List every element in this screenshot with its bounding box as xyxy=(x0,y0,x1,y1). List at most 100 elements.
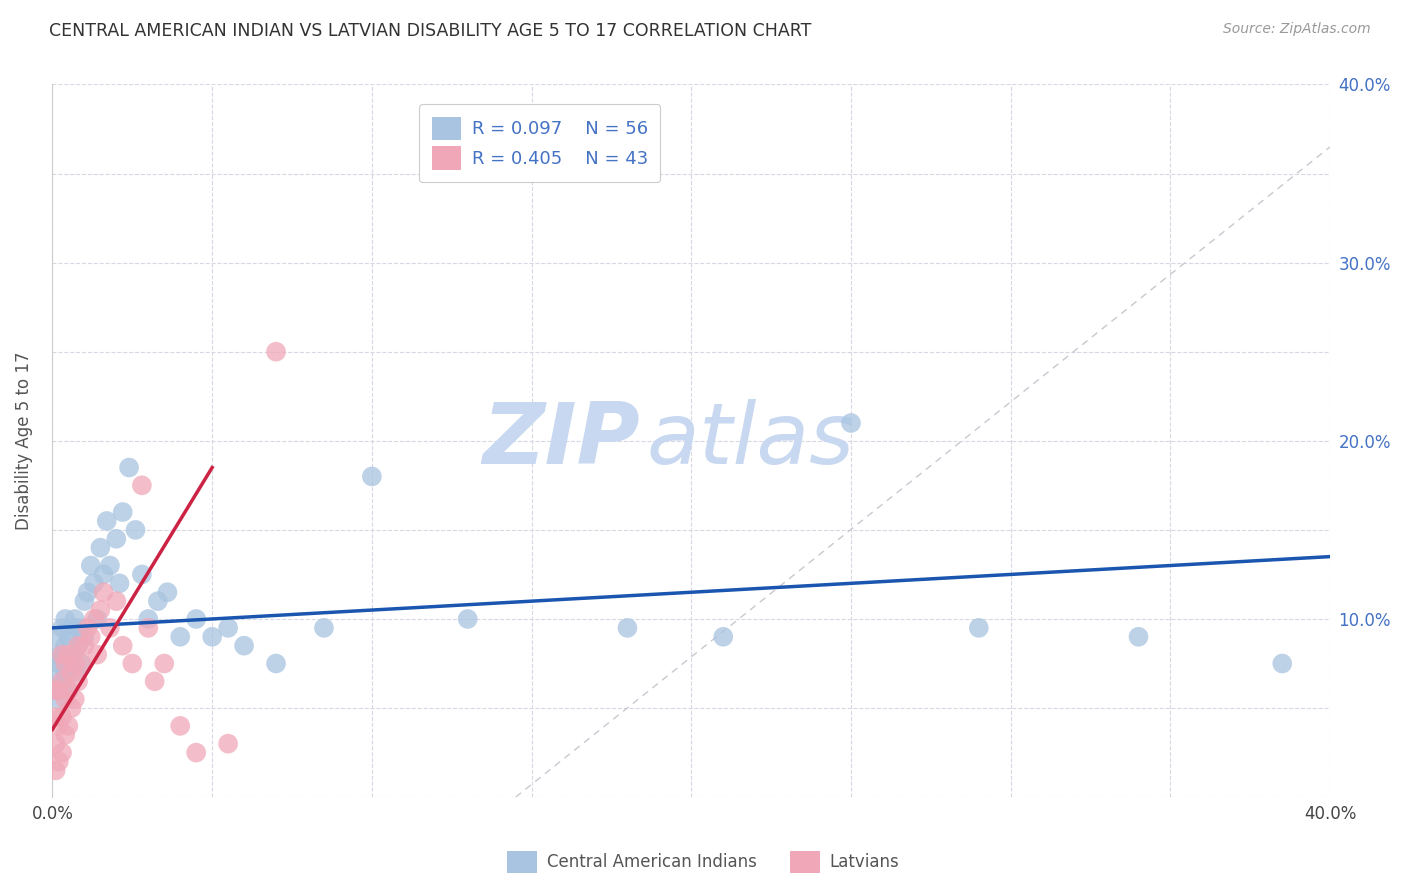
Point xyxy=(66,674,89,689)
Point xyxy=(73,594,96,608)
Point xyxy=(111,505,134,519)
Point xyxy=(136,612,159,626)
Point xyxy=(53,657,76,671)
Point xyxy=(70,657,93,671)
Point xyxy=(45,710,67,724)
Point xyxy=(66,621,89,635)
Point xyxy=(156,585,179,599)
Point xyxy=(186,612,208,626)
Point xyxy=(80,558,103,573)
Point xyxy=(51,710,73,724)
Point xyxy=(70,657,93,671)
Point xyxy=(108,576,131,591)
Text: CENTRAL AMERICAN INDIAN VS LATVIAN DISABILITY AGE 5 TO 17 CORRELATION CHART: CENTRAL AMERICAN INDIAN VS LATVIAN DISAB… xyxy=(49,22,811,40)
Point xyxy=(201,630,224,644)
Point xyxy=(58,719,80,733)
Point xyxy=(60,665,83,680)
Point xyxy=(1128,630,1150,644)
Point xyxy=(48,657,70,671)
Point xyxy=(89,603,111,617)
Point xyxy=(60,648,83,662)
Point xyxy=(48,719,70,733)
Point xyxy=(45,648,67,662)
Point xyxy=(66,639,89,653)
Point xyxy=(66,639,89,653)
Point xyxy=(58,657,80,671)
Point xyxy=(616,621,638,635)
Point xyxy=(58,648,80,662)
Point xyxy=(186,746,208,760)
Point xyxy=(63,657,86,671)
Point xyxy=(53,665,76,680)
Point xyxy=(169,630,191,644)
Point xyxy=(93,585,115,599)
Text: Source: ZipAtlas.com: Source: ZipAtlas.com xyxy=(1223,22,1371,37)
Point xyxy=(48,755,70,769)
Point xyxy=(105,532,128,546)
Point xyxy=(89,541,111,555)
Point xyxy=(217,737,239,751)
Point xyxy=(839,416,862,430)
Point xyxy=(58,683,80,698)
Point xyxy=(1271,657,1294,671)
Point xyxy=(76,585,98,599)
Point xyxy=(51,621,73,635)
Point xyxy=(360,469,382,483)
Point xyxy=(58,630,80,644)
Point xyxy=(45,737,67,751)
Point xyxy=(45,683,67,698)
Point xyxy=(169,719,191,733)
Point xyxy=(93,567,115,582)
Point xyxy=(457,612,479,626)
Point xyxy=(45,764,67,778)
Point xyxy=(45,683,67,698)
Point xyxy=(51,648,73,662)
Point xyxy=(105,594,128,608)
Point xyxy=(83,576,105,591)
Point xyxy=(63,612,86,626)
Point xyxy=(53,692,76,706)
Point xyxy=(711,630,734,644)
Point xyxy=(121,657,143,671)
Point xyxy=(73,630,96,644)
Point xyxy=(51,648,73,662)
Point xyxy=(53,639,76,653)
Point xyxy=(86,648,108,662)
Point xyxy=(53,728,76,742)
Point xyxy=(136,621,159,635)
Point xyxy=(233,639,256,653)
Point xyxy=(98,621,121,635)
Point xyxy=(63,692,86,706)
Point xyxy=(111,639,134,653)
Point xyxy=(48,692,70,706)
Point xyxy=(131,567,153,582)
Point xyxy=(124,523,146,537)
Text: atlas: atlas xyxy=(647,400,855,483)
Point xyxy=(146,594,169,608)
Point xyxy=(48,683,70,698)
Point xyxy=(264,344,287,359)
Point xyxy=(131,478,153,492)
Point xyxy=(80,630,103,644)
Point xyxy=(118,460,141,475)
Point xyxy=(217,621,239,635)
Point xyxy=(60,621,83,635)
Point xyxy=(60,701,83,715)
Point xyxy=(51,746,73,760)
Point xyxy=(51,674,73,689)
Point xyxy=(98,558,121,573)
Point xyxy=(45,665,67,680)
Point xyxy=(83,612,105,626)
Point xyxy=(143,674,166,689)
Point xyxy=(153,657,176,671)
Point xyxy=(264,657,287,671)
Legend: R = 0.097    N = 56, R = 0.405    N = 43: R = 0.097 N = 56, R = 0.405 N = 43 xyxy=(419,104,661,182)
Point xyxy=(48,630,70,644)
Y-axis label: Disability Age 5 to 17: Disability Age 5 to 17 xyxy=(15,351,32,530)
Point xyxy=(86,612,108,626)
Point xyxy=(96,514,118,528)
Point xyxy=(51,674,73,689)
Point xyxy=(967,621,990,635)
Point xyxy=(58,683,80,698)
Text: ZIP: ZIP xyxy=(482,400,640,483)
